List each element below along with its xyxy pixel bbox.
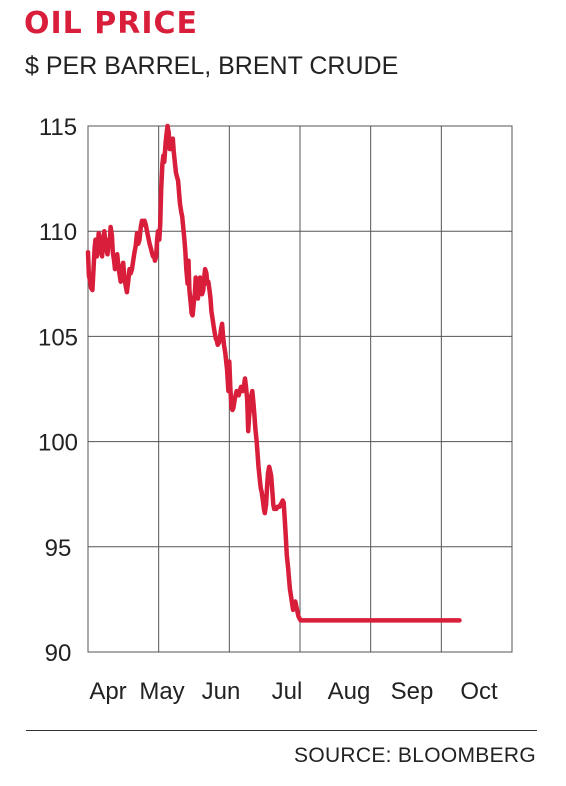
y-tick-label: 105 [38,324,78,351]
x-tick-label-jun: Jun [202,678,241,705]
x-tick-label-jul: Jul [272,678,303,705]
y-axis-ticks: 115 110 105 100 95 90 [38,114,78,667]
x-tick-label-apr: Apr [89,678,126,705]
y-tick-label: 90 [45,640,72,667]
source-note: SOURCE: BLOOMBERG [294,744,536,767]
price-line [85,123,462,623]
x-tick-label-sep: Sep [391,678,434,705]
x-tick-label-aug: Aug [328,678,371,705]
y-tick-label: 115 [39,114,77,141]
y-tick-label: 110 [39,219,77,246]
x-axis-ticks: Apr May Jun Jul Aug Sep Oct [89,678,498,705]
x-tick-label-oct: Oct [460,678,498,705]
x-tick-label-may: May [139,678,184,705]
footer-rule [26,730,537,731]
chart-grid [87,125,513,653]
y-tick-label: 100 [38,430,78,457]
chart-title: OIL PRICE [24,6,198,41]
chart-subtitle: $ PER BARREL, BRENT CRUDE [25,52,399,80]
y-tick-label: 95 [45,535,72,562]
